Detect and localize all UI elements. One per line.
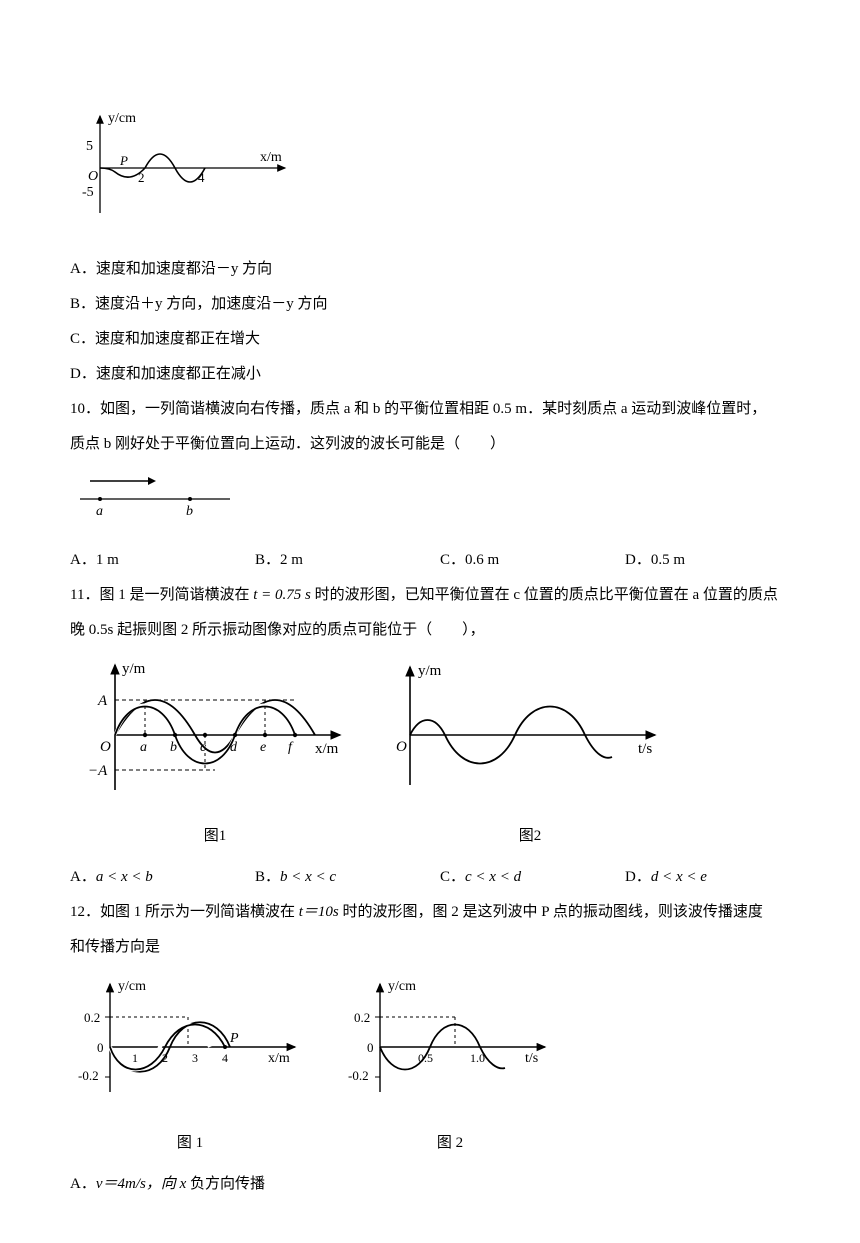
label-b: b bbox=[186, 504, 193, 519]
svg-text:-0.2: -0.2 bbox=[78, 1068, 99, 1083]
svg-text:t/s: t/s bbox=[638, 741, 652, 757]
svg-text:b: b bbox=[170, 740, 177, 755]
q11-figure-2: y/m t/s O 图2 bbox=[390, 655, 670, 853]
svg-text:1.0: 1.0 bbox=[470, 1051, 485, 1065]
q11-option-b: B．b < x < c bbox=[255, 861, 440, 894]
svg-text:−A: −A bbox=[88, 763, 108, 779]
q11-fig2-caption: 图2 bbox=[390, 820, 670, 853]
svg-text:y/cm: y/cm bbox=[388, 979, 416, 994]
svg-text:O: O bbox=[88, 169, 98, 184]
point-p-label: P bbox=[119, 153, 128, 168]
svg-text:0.2: 0.2 bbox=[354, 1010, 370, 1025]
q12-fig2-caption: 图 2 bbox=[340, 1127, 560, 1160]
q11-option-a: A．a < x < b bbox=[70, 861, 255, 894]
q11-options: A．a < x < b B．b < x < c C．c < x < d D．d … bbox=[70, 861, 810, 894]
q9-option-b: B．速度沿＋y 方向，加速度沿－y 方向 bbox=[70, 288, 810, 321]
q10-stem-line1: 10．如图，一列简谐横波向右传播，质点 a 和 b 的平衡位置相距 0.5 m．… bbox=[70, 393, 810, 426]
svg-text:y/m: y/m bbox=[122, 661, 146, 677]
q9-option-c: C．速度和加速度都正在增大 bbox=[70, 323, 810, 356]
x-axis-label: x/m bbox=[260, 150, 282, 165]
svg-text:y/cm: y/cm bbox=[118, 979, 146, 994]
svg-text:A: A bbox=[97, 693, 108, 709]
svg-text:a: a bbox=[140, 740, 147, 755]
ytick-neg5: -5 bbox=[82, 185, 94, 200]
q11-option-d: D．d < x < e bbox=[625, 861, 810, 894]
q12-fig1-caption: 图 1 bbox=[70, 1127, 310, 1160]
q10-option-c: C．0.6 m bbox=[440, 544, 625, 577]
label-a: a bbox=[96, 504, 103, 519]
q11-fig1-caption: 图1 bbox=[70, 820, 360, 853]
xtick-4: 4 bbox=[198, 170, 205, 185]
q12-stem-line1: 12．如图 1 所示为一列简谐横波在 t＝10s 时的波形图，图 2 是这列波中… bbox=[70, 896, 810, 929]
svg-text:2: 2 bbox=[162, 1051, 168, 1065]
svg-text:0.2: 0.2 bbox=[84, 1010, 100, 1025]
svg-text:3: 3 bbox=[192, 1051, 198, 1065]
q10-figure: a b bbox=[70, 469, 810, 532]
xtick-2: 2 bbox=[138, 170, 145, 185]
svg-text:O: O bbox=[396, 739, 407, 755]
q10-option-a: A．1 m bbox=[70, 544, 255, 577]
q9-option-d: D．速度和加速度都正在减小 bbox=[70, 358, 810, 391]
svg-text:0: 0 bbox=[367, 1040, 374, 1055]
svg-text:0: 0 bbox=[97, 1040, 104, 1055]
q10-options: A．1 m B．2 m C．0.6 m D．0.5 m bbox=[70, 544, 810, 577]
svg-text:P: P bbox=[229, 1031, 239, 1046]
ytick-5: 5 bbox=[86, 139, 93, 154]
y-axis-label: y/cm bbox=[108, 111, 136, 126]
svg-text:1: 1 bbox=[132, 1051, 138, 1065]
q11-stem-line1: 11．图 1 是一列简谐横波在 t = 0.75 s 时的波形图，已知平衡位置在… bbox=[70, 579, 810, 612]
svg-text:x/m: x/m bbox=[315, 741, 339, 757]
svg-text:f: f bbox=[288, 740, 294, 755]
q11-stem-line2: 晚 0.5s 起振则图 2 所示振动图像对应的质点可能位于（ ）， bbox=[70, 614, 810, 647]
q12-option-a: A．v＝4m/s，向 x 负方向传播 bbox=[70, 1168, 810, 1201]
svg-text:y/m: y/m bbox=[418, 663, 442, 679]
svg-text:O: O bbox=[100, 739, 111, 755]
svg-text:d: d bbox=[230, 740, 238, 755]
q12-figure-2: y/cm t/s 0.2 0 -0.2 0.5 1.0 图 2 bbox=[340, 972, 560, 1160]
svg-text:e: e bbox=[260, 740, 266, 755]
q12-figure-1: y/cm x/m 0.2 0 -0.2 1 2 3 4 P 图 1 bbox=[70, 972, 310, 1160]
q10-option-b: B．2 m bbox=[255, 544, 440, 577]
q11-option-c: C．c < x < d bbox=[440, 861, 625, 894]
q12-stem-line2: 和传播方向是 bbox=[70, 931, 810, 964]
svg-text:4: 4 bbox=[222, 1051, 228, 1065]
q10-option-d: D．0.5 m bbox=[625, 544, 810, 577]
svg-text:c: c bbox=[200, 740, 207, 755]
q9-option-a: A．速度和加速度都沿－y 方向 bbox=[70, 253, 810, 286]
svg-text:-0.2: -0.2 bbox=[348, 1068, 369, 1083]
svg-text:0.5: 0.5 bbox=[418, 1051, 433, 1065]
q9-wave-graph: y/cm x/m 5 -5 2 4 O P bbox=[70, 108, 810, 241]
q10-stem-line2: 质点 b 刚好处于平衡位置向上运动．这列波的波长可能是（ ） bbox=[70, 428, 810, 461]
svg-text:x/m: x/m bbox=[268, 1051, 290, 1066]
q11-figure-1: y/m x/m A −A O a b c d e f 图1 bbox=[70, 655, 360, 853]
svg-text:t/s: t/s bbox=[525, 1051, 538, 1066]
